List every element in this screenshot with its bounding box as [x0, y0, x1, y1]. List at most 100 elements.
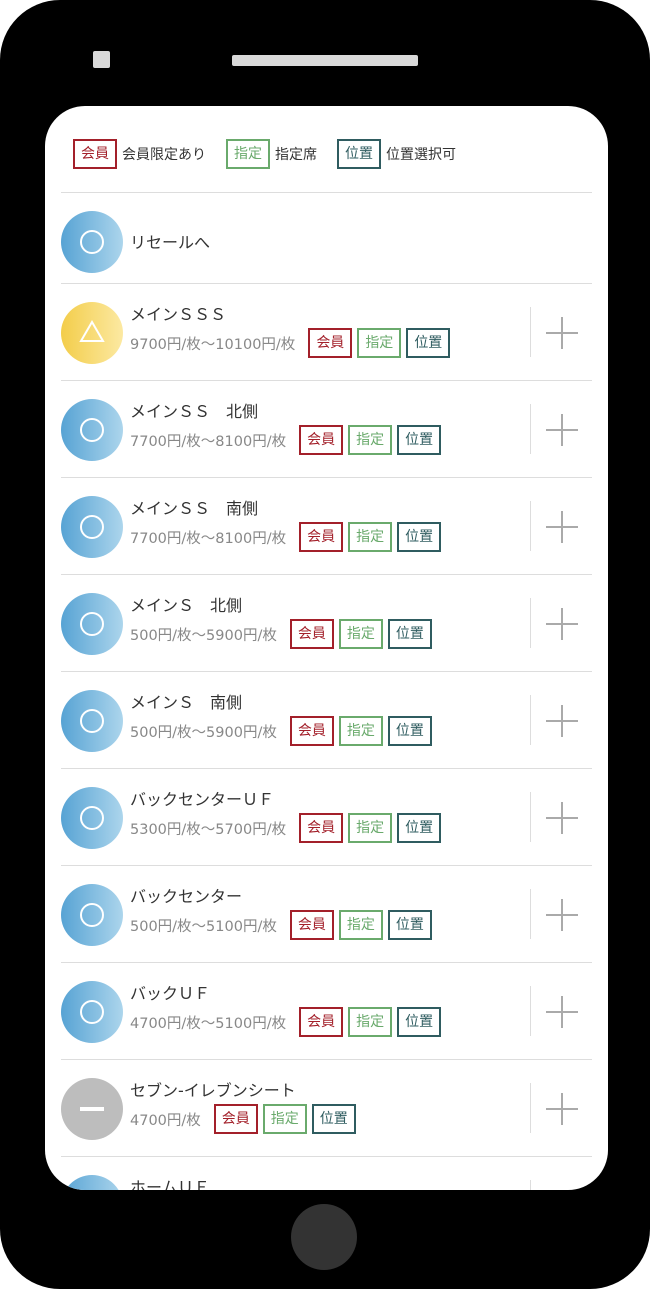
- price: 4700円/枚～5100円/枚: [130, 1015, 287, 1032]
- legend-text: 会員限定あり: [122, 147, 206, 163]
- badge: 会員: [308, 328, 353, 358]
- add-button[interactable]: [545, 995, 579, 1029]
- price: 5300円/枚～5700円/枚: [130, 821, 287, 838]
- badge: 会員: [289, 910, 334, 940]
- divider: [530, 598, 531, 648]
- separator: [61, 380, 592, 381]
- badge: 会員: [73, 139, 117, 169]
- add-button[interactable]: [545, 607, 579, 641]
- price-line: 500円/枚～5900円/枚 会員 指定 位置: [130, 619, 432, 649]
- separator: [61, 768, 592, 769]
- seat-name: バックＵＦ: [130, 984, 211, 1003]
- price: 500円/枚～5100円/枚: [130, 918, 277, 935]
- price-line: 7700円/枚～8100円/枚 会員 指定 位置: [130, 425, 442, 455]
- seat-name: メインＳ 南側: [130, 693, 243, 712]
- seat-row: メインＳＳＳ 9700円/枚～10100円/枚 会員 指定 位置: [45, 283, 608, 380]
- status-icon: [61, 981, 123, 1043]
- separator: [61, 1156, 592, 1157]
- separator: [61, 1059, 592, 1060]
- price: 4700円/枚: [130, 1112, 201, 1129]
- price-line: 9700円/枚～10100円/枚 会員 指定 位置: [130, 328, 451, 358]
- divider: [530, 1180, 531, 1190]
- badge: 会員: [213, 1104, 258, 1134]
- status-icon: [61, 690, 123, 752]
- speaker: [232, 55, 418, 66]
- badge: 位置: [387, 619, 432, 649]
- price-line: 500円/枚～5900円/枚 会員 指定 位置: [130, 716, 432, 746]
- badge: 指定: [348, 1007, 393, 1037]
- badge: 位置: [387, 716, 432, 746]
- badge: 位置: [387, 910, 432, 940]
- price: 9700円/枚～10100円/枚: [130, 336, 296, 353]
- add-button[interactable]: [545, 898, 579, 932]
- status-icon: [61, 787, 123, 849]
- badge: 位置: [406, 328, 451, 358]
- separator: [61, 283, 592, 284]
- badge: 指定: [348, 425, 393, 455]
- price-line: 500円/枚～5100円/枚 会員 指定 位置: [130, 910, 432, 940]
- divider: [530, 501, 531, 551]
- legend: 会員 会員限定あり 指定 指定席 位置 位置選択可: [73, 139, 476, 169]
- price: 500円/枚～5900円/枚: [130, 627, 277, 644]
- price-line: 5300円/枚～5700円/枚 会員 指定 位置: [130, 813, 442, 843]
- resale-label: リセールへ: [130, 233, 211, 252]
- seat-name: メインＳＳＳ: [130, 305, 227, 324]
- status-icon: [61, 302, 123, 364]
- divider: [530, 986, 531, 1036]
- add-button[interactable]: [545, 704, 579, 738]
- badge: 会員: [299, 813, 344, 843]
- add-button[interactable]: [545, 1092, 579, 1126]
- seat-row: ホームＵＦ: [45, 1156, 608, 1190]
- seat-row: バックセンターＵＦ 5300円/枚～5700円/枚 会員 指定 位置: [45, 768, 608, 865]
- divider: [530, 1083, 531, 1133]
- seat-row: メインＳ 南側 500円/枚～5900円/枚 会員 指定 位置: [45, 671, 608, 768]
- add-button[interactable]: [545, 1189, 579, 1190]
- badge: 会員: [289, 716, 334, 746]
- badge: 指定: [338, 716, 383, 746]
- divider: [530, 889, 531, 939]
- resale-row[interactable]: リセールへ: [45, 192, 608, 289]
- seat-name: セブン-イレブンシート: [130, 1081, 296, 1100]
- seat-row: メインＳＳ 南側 7700円/枚～8100円/枚 会員 指定 位置: [45, 477, 608, 574]
- price: 7700円/枚～8100円/枚: [130, 530, 287, 547]
- seat-row: セブン-イレブンシート 4700円/枚 会員 指定 位置: [45, 1059, 608, 1156]
- home-button[interactable]: [291, 1204, 357, 1270]
- status-icon: [61, 211, 123, 273]
- badge: 会員: [289, 619, 334, 649]
- status-icon: [61, 593, 123, 655]
- seat-name: メインＳＳ 北側: [130, 402, 259, 421]
- seat-name: バックセンターＵＦ: [130, 790, 275, 809]
- badge: 位置: [311, 1104, 356, 1134]
- divider: [530, 307, 531, 357]
- add-button[interactable]: [545, 413, 579, 447]
- status-icon: [61, 496, 123, 558]
- status-icon: [61, 884, 123, 946]
- add-button[interactable]: [545, 510, 579, 544]
- badge: 指定: [338, 910, 383, 940]
- badge: 指定: [338, 619, 383, 649]
- add-button[interactable]: [545, 316, 579, 350]
- badge: 指定: [357, 328, 402, 358]
- badge: 位置: [337, 139, 381, 169]
- seat-row: バックＵＦ 4700円/枚～5100円/枚 会員 指定 位置: [45, 962, 608, 1059]
- badge: 位置: [397, 1007, 442, 1037]
- badge: 指定: [226, 139, 270, 169]
- status-icon: [61, 399, 123, 461]
- screen: 会員 会員限定あり 指定 指定席 位置 位置選択可 リセールへ メインＳＳＳ 9700円/枚～…: [45, 106, 608, 1190]
- price: 500円/枚～5900円/枚: [130, 724, 277, 741]
- separator: [61, 574, 592, 575]
- divider: [530, 792, 531, 842]
- separator: [61, 671, 592, 672]
- status-icon: [65, 1175, 119, 1190]
- divider: [530, 695, 531, 745]
- separator: [61, 477, 592, 478]
- badge: 位置: [397, 425, 442, 455]
- seat-name: メインＳ 北側: [130, 596, 243, 615]
- seat-row: バックセンター 500円/枚～5100円/枚 会員 指定 位置: [45, 865, 608, 962]
- add-button[interactable]: [545, 801, 579, 835]
- legend-text: 指定席: [275, 147, 317, 163]
- price-line: 4700円/枚～5100円/枚 会員 指定 位置: [130, 1007, 442, 1037]
- seat-name: メインＳＳ 南側: [130, 499, 259, 518]
- badge: 指定: [348, 813, 393, 843]
